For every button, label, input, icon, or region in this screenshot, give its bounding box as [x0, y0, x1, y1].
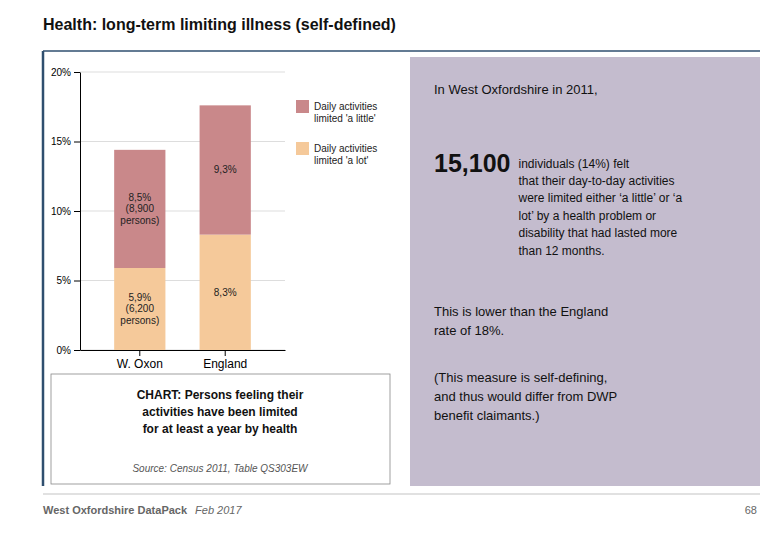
y-tick-label: 5%: [57, 275, 72, 286]
text-line: individuals (14%) felt: [518, 157, 629, 171]
data-label: 5,9%(6,200persons): [120, 292, 159, 326]
panel-note: (This measure is self-defining, and thus …: [434, 370, 617, 423]
text-line: 5,9%: [128, 292, 151, 303]
x-tick-label: W. Oxon: [117, 357, 163, 371]
caption-source: Source: Census 2011, Table QS303EW: [132, 463, 309, 474]
title-rule: [43, 50, 760, 52]
x-axis-line: [81, 350, 286, 351]
text-line: (8,900: [126, 203, 155, 214]
text-line: and thus would differ from DWP: [434, 389, 617, 404]
text-line: disability that had lasted more: [518, 226, 677, 240]
legend-label: Daily activitieslimited 'a little': [314, 101, 377, 124]
bar-segment: [114, 268, 165, 350]
y-tick: 5%: [57, 275, 80, 286]
y-tick: 10%: [51, 206, 80, 217]
legend-swatch: [296, 142, 309, 155]
text-line: This is lower than the England: [434, 304, 608, 319]
bar-segment: [200, 235, 251, 350]
text-line: were limited either ‘a little’ or ‘a: [517, 191, 682, 205]
legend: Daily activitieslimited 'a little'Daily …: [296, 100, 377, 166]
text-line: Daily activities: [314, 101, 377, 112]
text-line: for at least a year by health: [143, 422, 298, 436]
data-labels: 5,9%(6,200persons)8,3%8,5%(8,900persons)…: [120, 164, 236, 326]
text-line: activities have been limited: [142, 405, 297, 419]
text-line: limited 'a lot': [314, 155, 368, 166]
y-axis-line: [80, 73, 81, 351]
panel-intro: In West Oxfordshire in 2011,: [434, 82, 598, 97]
grid: [80, 72, 285, 350]
text-line: that their day-to-day activities: [518, 174, 674, 188]
y-tick-mark: [74, 72, 80, 73]
text-line: 8,5%: [128, 192, 151, 203]
x-axis: W. Oxon England: [81, 350, 286, 371]
y-axis: 0% 5% 10% 15% 20%: [51, 67, 81, 356]
bar-segment: [200, 105, 251, 234]
footer-date: Feb 2017: [195, 504, 242, 516]
text-line: In West Oxfordshire in 2011,: [434, 82, 598, 97]
y-tick-mark: [74, 211, 80, 212]
footer-left: West Oxfordshire DataPack: [43, 504, 188, 516]
y-tick-mark: [74, 281, 80, 282]
legend-item: Daily activitieslimited 'a little': [296, 100, 377, 124]
y-tick-mark: [74, 142, 80, 143]
text-line: CHART: Persons feeling their: [137, 388, 304, 402]
y-tick: 15%: [51, 136, 80, 147]
grid-line: [80, 350, 285, 351]
chart-root: Health: long-term limiting illness (self…: [0, 0, 780, 540]
caption-box: [51, 374, 390, 484]
text-line: (This measure is self-defining,: [434, 370, 607, 385]
panel-text: individuals (14%) felt that their day-to-…: [517, 157, 682, 258]
y-tick-label: 0%: [57, 345, 72, 356]
text-line: 9,3%: [214, 164, 237, 175]
legend-item: Daily activitieslimited 'a lot': [296, 142, 377, 166]
footer-rule: [43, 494, 760, 495]
panel-number: 15,100: [434, 149, 510, 177]
bar-segment: [114, 150, 165, 268]
grid-line: [80, 280, 285, 281]
legend-swatch: [296, 100, 309, 113]
y-tick: 0%: [57, 345, 80, 356]
text-line: (6,200: [126, 303, 155, 314]
y-tick-label: 15%: [51, 136, 71, 147]
y-tick-label: 20%: [51, 67, 71, 78]
data-label: 9,3%: [214, 164, 237, 175]
x-tick-label: England: [203, 357, 247, 371]
bars: [114, 105, 251, 350]
text-line: limited 'a little': [314, 113, 376, 124]
y-tick-mark: [74, 350, 80, 351]
x-tick: England: [203, 350, 247, 371]
legend-label: Daily activitieslimited 'a lot': [314, 143, 377, 166]
info-panel: [410, 57, 760, 486]
text-line: 15,100: [434, 149, 510, 177]
chart-title: Health: long-term limiting illness (self…: [43, 16, 396, 33]
panel-comparison: This is lower than the England rate of 18…: [434, 304, 608, 338]
y-tick-label: 10%: [51, 206, 71, 217]
text-line: Daily activities: [314, 143, 377, 154]
text-line: than 12 months.: [518, 244, 604, 258]
caption: CHART: Persons feeling their activities h…: [137, 388, 304, 436]
left-border: [42, 51, 45, 486]
grid-line: [80, 211, 285, 212]
data-label: 8,5%(8,900persons): [120, 192, 159, 226]
text-line: rate of 18%.: [434, 323, 504, 338]
text-line: persons): [120, 215, 159, 226]
footer-page: 68: [745, 504, 757, 516]
x-tick: W. Oxon: [117, 350, 163, 371]
grid-line: [80, 141, 285, 142]
x-tick-mark: [139, 350, 140, 356]
y-tick: 20%: [51, 67, 80, 78]
text-line: 8,3%: [214, 287, 237, 298]
grid-line: [80, 72, 285, 73]
data-label: 8,3%: [214, 287, 237, 298]
x-tick-mark: [225, 350, 226, 356]
text-line: persons): [120, 315, 159, 326]
text-line: benefit claimants.): [434, 408, 540, 423]
text-line: lot’ by a health problem or: [518, 209, 656, 223]
